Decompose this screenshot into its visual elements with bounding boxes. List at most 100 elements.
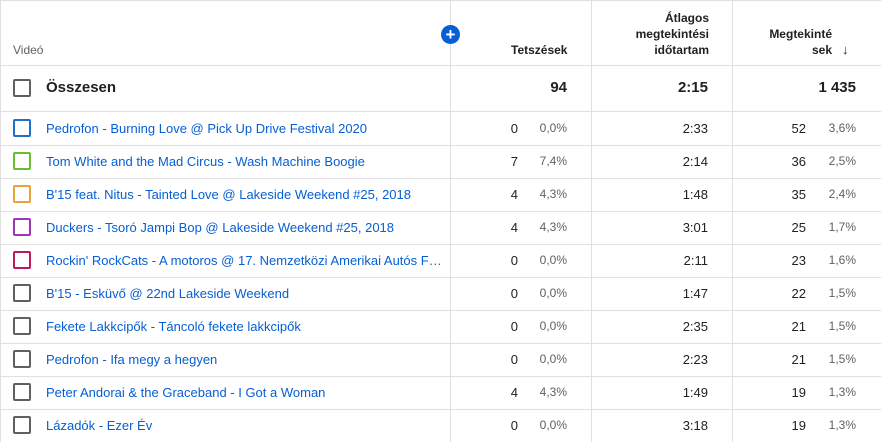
row-divider — [0, 178, 881, 179]
row-checkbox[interactable] — [13, 251, 31, 269]
row-views: 21 — [791, 319, 806, 334]
row-checkbox[interactable] — [13, 284, 31, 302]
video-title-link[interactable]: Duckers - Tsoró Jampi Bop @ Lakeside Wee… — [46, 220, 395, 235]
row-views-pct: 1,6% — [828, 253, 856, 267]
select-all-checkbox[interactable] — [13, 79, 31, 97]
row-checkbox[interactable] — [13, 185, 31, 203]
row-views-pct: 3,6% — [828, 121, 856, 135]
views-header-line2[interactable]: sek — [811, 43, 832, 57]
row-views-pct: 1,5% — [828, 286, 856, 300]
row-likes-pct: 4,3% — [539, 385, 567, 399]
row-divider — [0, 409, 881, 410]
video-title-link[interactable]: Lázadók - Ezer Év — [46, 418, 153, 433]
row-divider — [0, 376, 881, 377]
row-checkbox[interactable] — [13, 416, 31, 434]
row-likes: 4 — [510, 385, 518, 400]
row-avg-duration: 2:33 — [682, 121, 708, 136]
row-divider — [0, 145, 881, 146]
row-views: 22 — [791, 286, 806, 301]
video-column-header: Videó — [13, 43, 44, 57]
row-avg-duration: 2:14 — [682, 154, 708, 169]
row-likes: 7 — [510, 154, 518, 169]
video-title-link[interactable]: Tom White and the Mad Circus - Wash Mach… — [46, 154, 365, 169]
row-likes: 0 — [510, 286, 518, 301]
row-views-pct: 1,5% — [828, 352, 856, 366]
row-views: 36 — [791, 154, 806, 169]
video-title-link[interactable]: Rockin' RockCats - A motoros @ 17. Nemze… — [46, 253, 444, 268]
row-views: 19 — [791, 418, 806, 433]
row-views: 35 — [791, 187, 806, 202]
avg-duration-header-line2[interactable]: megtekintési — [635, 27, 709, 41]
row-views: 23 — [791, 253, 806, 268]
row-likes: 0 — [510, 352, 518, 367]
add-metric-button[interactable]: + — [441, 25, 460, 44]
row-likes-pct: 4,3% — [539, 220, 567, 234]
video-title-link[interactable]: Pedrofon - Burning Love @ Pick Up Drive … — [46, 121, 368, 136]
video-title-link[interactable]: B'15 feat. Nitus - Tainted Love @ Lakesi… — [46, 187, 411, 202]
row-divider — [0, 343, 881, 344]
row-likes-pct: 4,3% — [539, 187, 567, 201]
row-views: 25 — [791, 220, 806, 235]
row-likes-pct: 0,0% — [539, 253, 567, 267]
views-header-line1[interactable]: Megtekinté — [769, 27, 832, 41]
row-views: 21 — [791, 352, 806, 367]
row-likes-pct: 0,0% — [539, 319, 567, 333]
row-avg-duration: 2:23 — [682, 352, 708, 367]
row-divider — [0, 244, 881, 245]
video-title-link[interactable]: Pedrofon - Ifa megy a hegyen — [46, 352, 218, 367]
row-likes: 0 — [510, 121, 518, 136]
video-title-link[interactable]: B'15 - Esküvő @ 22nd Lakeside Weekend — [46, 286, 290, 301]
row-likes: 0 — [510, 253, 518, 268]
row-divider — [0, 211, 881, 212]
row-avg-duration: 1:48 — [682, 187, 708, 202]
row-likes: 4 — [510, 220, 518, 235]
plus-circle-icon: + — [445, 25, 456, 44]
column-divider — [450, 0, 451, 442]
row-likes-pct: 0,0% — [539, 352, 567, 366]
row-likes-pct: 0,0% — [539, 121, 567, 135]
header-divider — [0, 65, 881, 66]
row-avg-duration: 3:01 — [682, 220, 708, 235]
row-checkbox[interactable] — [13, 218, 31, 236]
row-views-pct: 1,3% — [828, 385, 856, 399]
total-views: 1 435 — [818, 79, 856, 96]
row-views-pct: 2,4% — [828, 187, 856, 201]
row-checkbox[interactable] — [13, 350, 31, 368]
row-views: 19 — [791, 385, 806, 400]
row-likes-pct: 7,4% — [539, 154, 567, 168]
row-likes-pct: 0,0% — [539, 418, 567, 432]
avg-duration-header-line1[interactable]: Átlagos — [664, 11, 709, 25]
total-divider — [0, 111, 881, 112]
row-checkbox[interactable] — [13, 383, 31, 401]
likes-column-header[interactable]: Tetszések — [511, 43, 568, 57]
total-avg-duration: 2:15 — [677, 79, 708, 96]
row-views-pct: 1,7% — [828, 220, 856, 234]
row-checkbox[interactable] — [13, 152, 31, 170]
row-likes: 0 — [510, 418, 518, 433]
total-label: Összesen — [46, 79, 117, 96]
row-avg-duration: 2:11 — [683, 253, 708, 268]
arrow-down-icon[interactable]: ↓ — [842, 42, 849, 57]
row-views-pct: 2,5% — [828, 154, 856, 168]
row-likes: 0 — [510, 319, 518, 334]
total-likes: 94 — [550, 79, 567, 96]
row-avg-duration: 3:18 — [682, 418, 708, 433]
row-avg-duration: 1:47 — [682, 286, 708, 301]
row-likes: 4 — [510, 187, 518, 202]
column-divider — [732, 0, 733, 442]
row-likes-pct: 0,0% — [539, 286, 567, 300]
row-divider — [0, 277, 881, 278]
avg-duration-header-line3[interactable]: időtartam — [654, 43, 709, 57]
row-avg-duration: 1:49 — [682, 385, 708, 400]
row-views-pct: 1,3% — [828, 418, 856, 432]
row-divider — [0, 310, 881, 311]
row-avg-duration: 2:35 — [682, 319, 708, 334]
video-title-link[interactable]: Peter Andorai & the Graceband - I Got a … — [46, 385, 326, 400]
column-divider — [591, 0, 592, 442]
row-views: 52 — [791, 121, 806, 136]
row-checkbox[interactable] — [13, 317, 31, 335]
video-title-link[interactable]: Fekete Lakkcipők - Táncoló fekete lakkci… — [46, 319, 301, 334]
row-views-pct: 1,5% — [828, 319, 856, 333]
row-checkbox[interactable] — [13, 119, 31, 137]
